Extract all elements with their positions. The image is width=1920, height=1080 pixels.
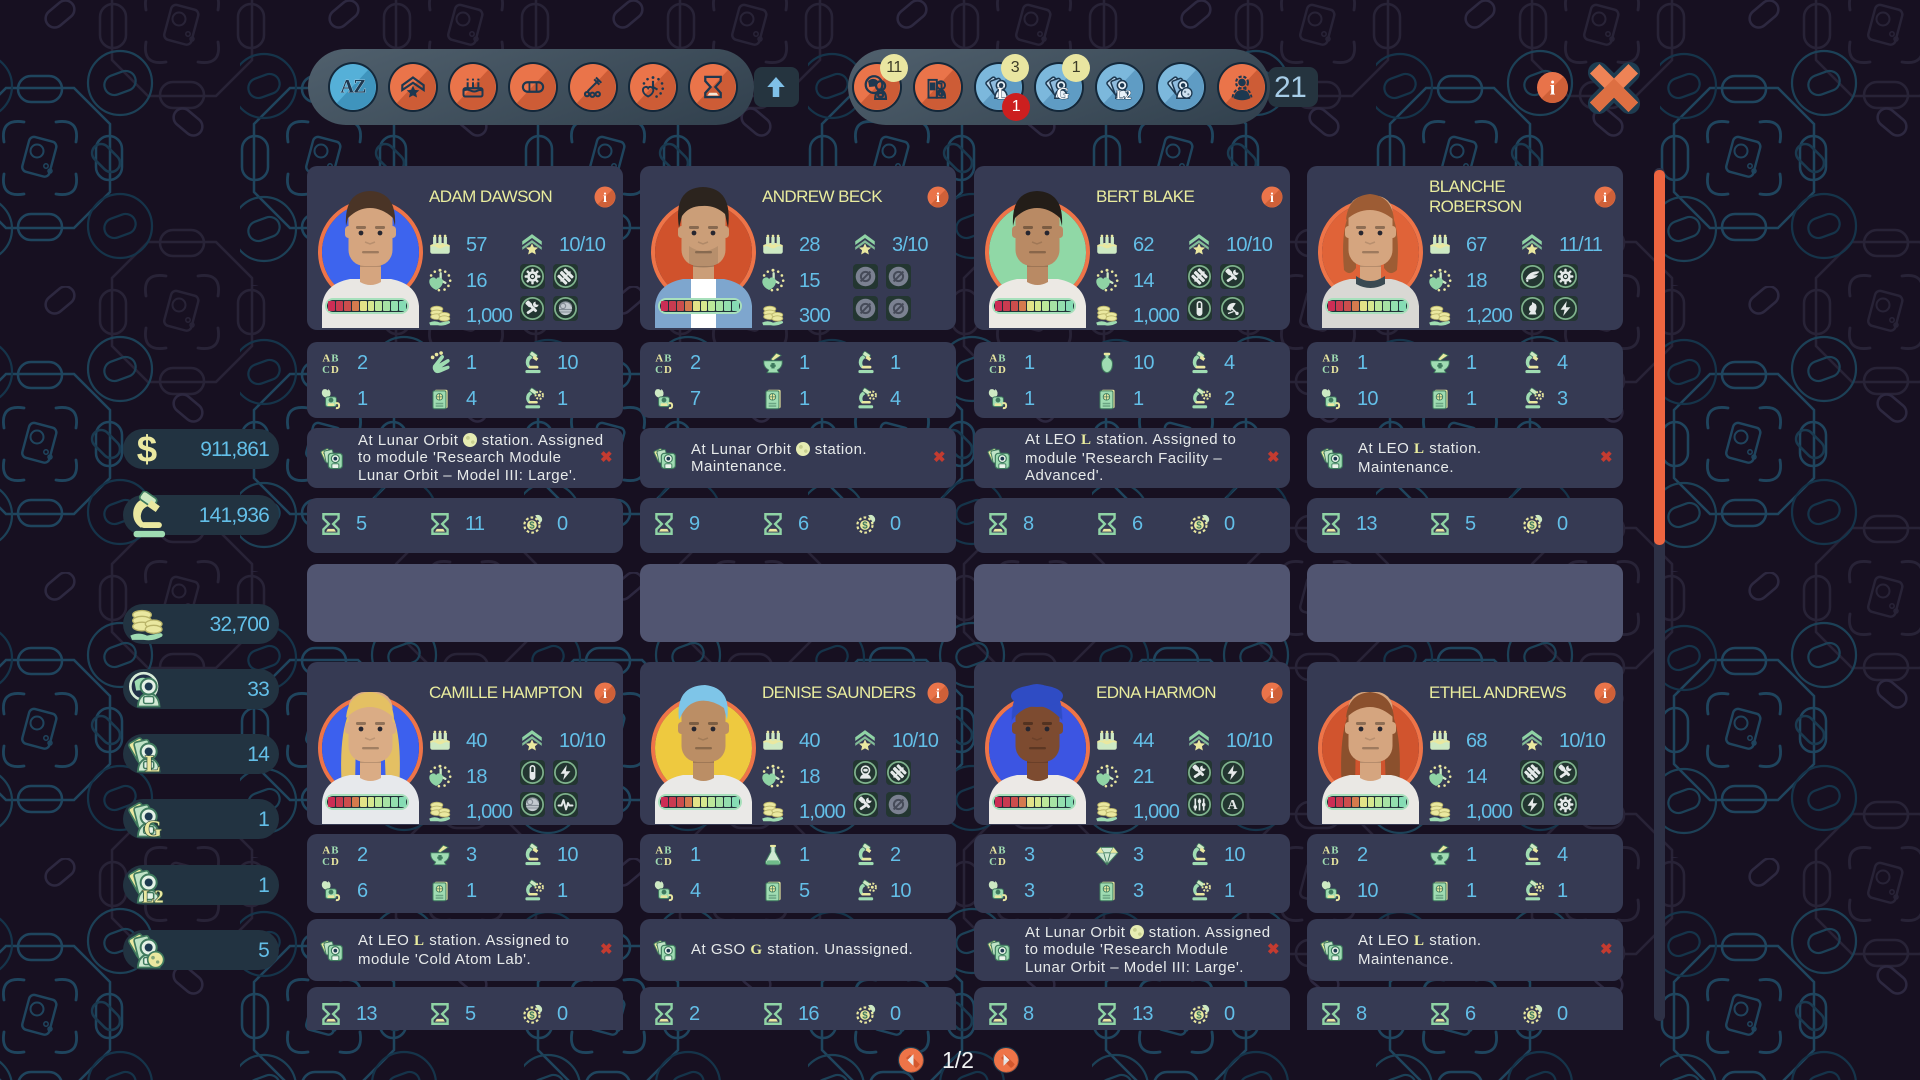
svg-text:i: i [1270,687,1274,702]
svg-text:i: i [1603,687,1607,702]
svg-text:i: i [603,687,607,702]
svg-text:i: i [1550,78,1556,100]
svg-text:i: i [936,191,940,206]
svg-text:i: i [936,687,940,702]
svg-text:i: i [1603,191,1607,206]
svg-text:i: i [603,191,607,206]
svg-text:A: A [1227,798,1238,813]
svg-text:i: i [1270,191,1274,206]
